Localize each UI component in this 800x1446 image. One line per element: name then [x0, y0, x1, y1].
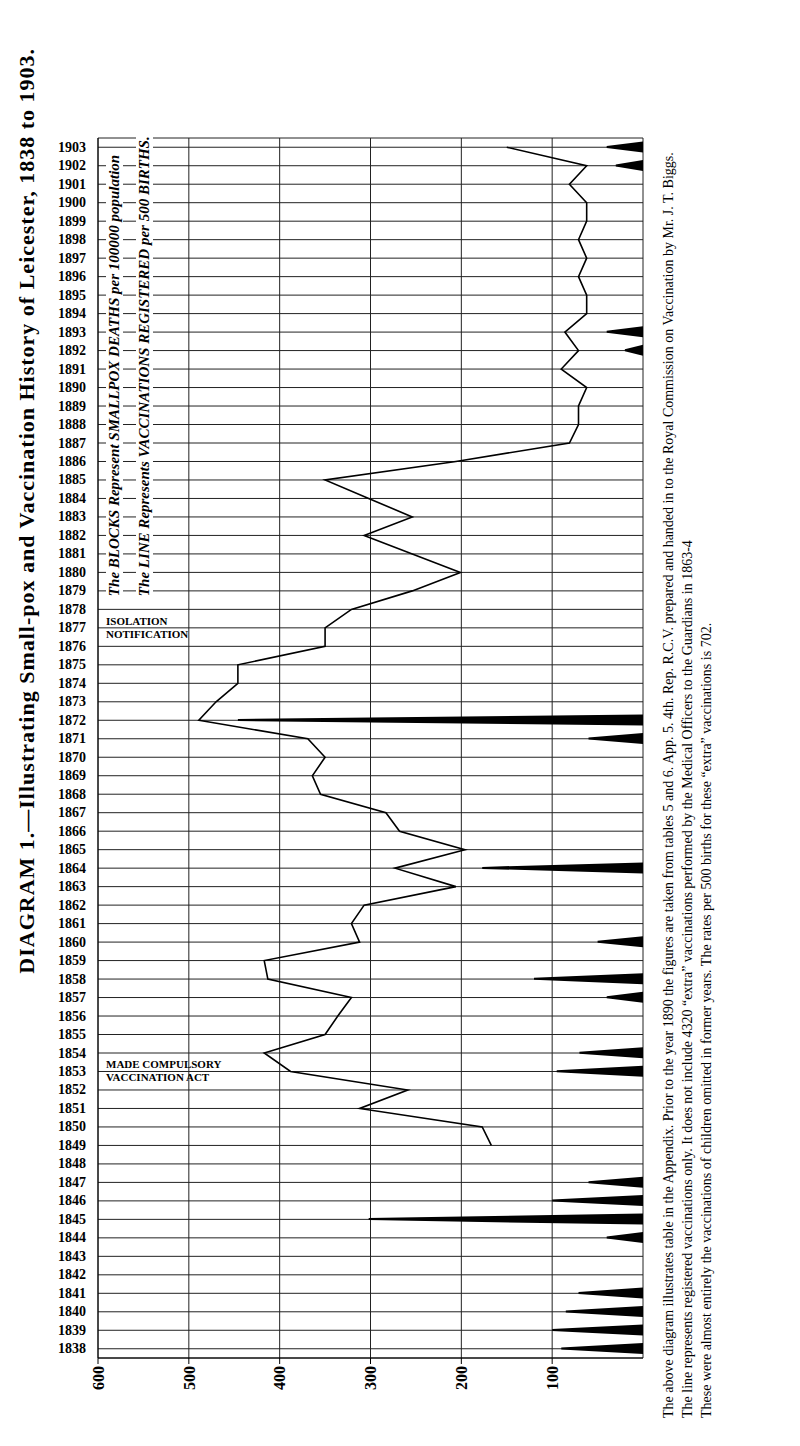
svg-text:1849: 1849 [58, 1138, 86, 1153]
svg-text:1841: 1841 [58, 1286, 86, 1301]
svg-text:1852: 1852 [58, 1082, 86, 1097]
svg-text:1896: 1896 [58, 269, 86, 284]
svg-text:1874: 1874 [58, 676, 86, 691]
svg-text:1862: 1862 [58, 898, 86, 913]
svg-text:1867: 1867 [58, 805, 86, 820]
svg-text:1892: 1892 [58, 343, 86, 358]
svg-text:1843: 1843 [58, 1249, 86, 1264]
svg-text:200: 200 [453, 1366, 470, 1390]
svg-text:500: 500 [181, 1366, 198, 1390]
svg-text:1850: 1850 [58, 1119, 86, 1134]
svg-text:1847: 1847 [58, 1175, 86, 1190]
svg-text:1888: 1888 [58, 417, 86, 432]
svg-text:1838: 1838 [58, 1341, 86, 1356]
svg-text:1900: 1900 [58, 195, 86, 210]
svg-text:1845: 1845 [58, 1212, 86, 1227]
svg-text:1898: 1898 [58, 232, 86, 247]
html-text:The line represents registered: The line represents registered vaccinati… [679, 540, 695, 1418]
svg-text:1869: 1869 [58, 768, 86, 783]
svg-text:300: 300 [362, 1366, 379, 1390]
svg-text:1859: 1859 [58, 953, 86, 968]
svg-text:1881: 1881 [58, 546, 86, 561]
svg-text:1860: 1860 [58, 935, 86, 950]
svg-text:1854: 1854 [58, 1046, 86, 1061]
svg-text:VACCINATION ACT: VACCINATION ACT [106, 1071, 210, 1083]
svg-text:1885: 1885 [58, 472, 86, 487]
svg-text:1887: 1887 [58, 436, 86, 451]
svg-text:1876: 1876 [58, 639, 86, 654]
svg-text:400: 400 [271, 1366, 288, 1390]
svg-text:1863: 1863 [58, 879, 86, 894]
svg-text:MADE COMPULSORY: MADE COMPULSORY [106, 1058, 221, 1070]
svg-text:1851: 1851 [58, 1101, 86, 1116]
svg-text:1882: 1882 [58, 528, 86, 543]
svg-text:1889: 1889 [58, 399, 86, 414]
html-text:The BLOCKS Represent SMALLPOX: The BLOCKS Represent SMALLPOX DEATHS per… [106, 154, 122, 597]
svg-text:1844: 1844 [58, 1230, 86, 1245]
svg-text:1901: 1901 [58, 177, 86, 192]
svg-text:1884: 1884 [58, 491, 86, 506]
svg-text:1842: 1842 [58, 1267, 86, 1282]
svg-text:1846: 1846 [58, 1193, 86, 1208]
svg-text:1868: 1868 [58, 787, 86, 802]
svg-text:1853: 1853 [58, 1064, 86, 1079]
html-text:These were almost entirely the: These were almost entirely the vaccinati… [698, 622, 714, 1418]
svg-text:600: 600 [90, 1366, 107, 1390]
svg-text:1894: 1894 [58, 306, 86, 321]
svg-text:1895: 1895 [58, 288, 86, 303]
svg-text:1902: 1902 [58, 158, 86, 173]
svg-text:1871: 1871 [58, 731, 86, 746]
svg-text:1886: 1886 [58, 454, 86, 469]
svg-text:1839: 1839 [58, 1323, 86, 1338]
svg-text:1856: 1856 [58, 1009, 86, 1024]
html-text:DIAGRAM 1.—Illustrating Small-: DIAGRAM 1.—Illustrating Small-pox and Va… [14, 48, 39, 974]
svg-text:1879: 1879 [58, 583, 86, 598]
svg-text:1873: 1873 [58, 694, 86, 709]
svg-text:1861: 1861 [58, 916, 86, 931]
svg-text:1840: 1840 [58, 1304, 86, 1319]
svg-text:1848: 1848 [58, 1156, 86, 1171]
html-text:The LINE Represents VACCINATIO: The LINE Represents VACCINATIONS REGISTE… [136, 136, 152, 597]
svg-text:1864: 1864 [58, 861, 86, 876]
svg-text:ISOLATION: ISOLATION [106, 615, 168, 627]
svg-text:1883: 1883 [58, 509, 86, 524]
svg-text:1903: 1903 [58, 140, 86, 155]
html-text:The above diagram illustrates: The above diagram illustrates table in t… [661, 152, 676, 1418]
svg-text:1872: 1872 [58, 713, 86, 728]
svg-text:NOTIFICATION: NOTIFICATION [106, 628, 188, 640]
svg-text:1857: 1857 [58, 990, 86, 1005]
svg-text:1877: 1877 [58, 620, 86, 635]
svg-text:1855: 1855 [58, 1027, 86, 1042]
svg-text:1865: 1865 [58, 842, 86, 857]
svg-text:1880: 1880 [58, 565, 86, 580]
svg-text:1897: 1897 [58, 251, 86, 266]
svg-text:1891: 1891 [58, 362, 86, 377]
svg-text:1899: 1899 [58, 214, 86, 229]
svg-text:1893: 1893 [58, 325, 86, 340]
svg-text:1866: 1866 [58, 824, 86, 839]
svg-text:1858: 1858 [58, 972, 86, 987]
svg-text:1878: 1878 [58, 602, 86, 617]
svg-text:1870: 1870 [58, 750, 86, 765]
svg-text:1875: 1875 [58, 657, 86, 672]
svg-text:1890: 1890 [58, 380, 86, 395]
svg-text:100: 100 [544, 1366, 561, 1390]
